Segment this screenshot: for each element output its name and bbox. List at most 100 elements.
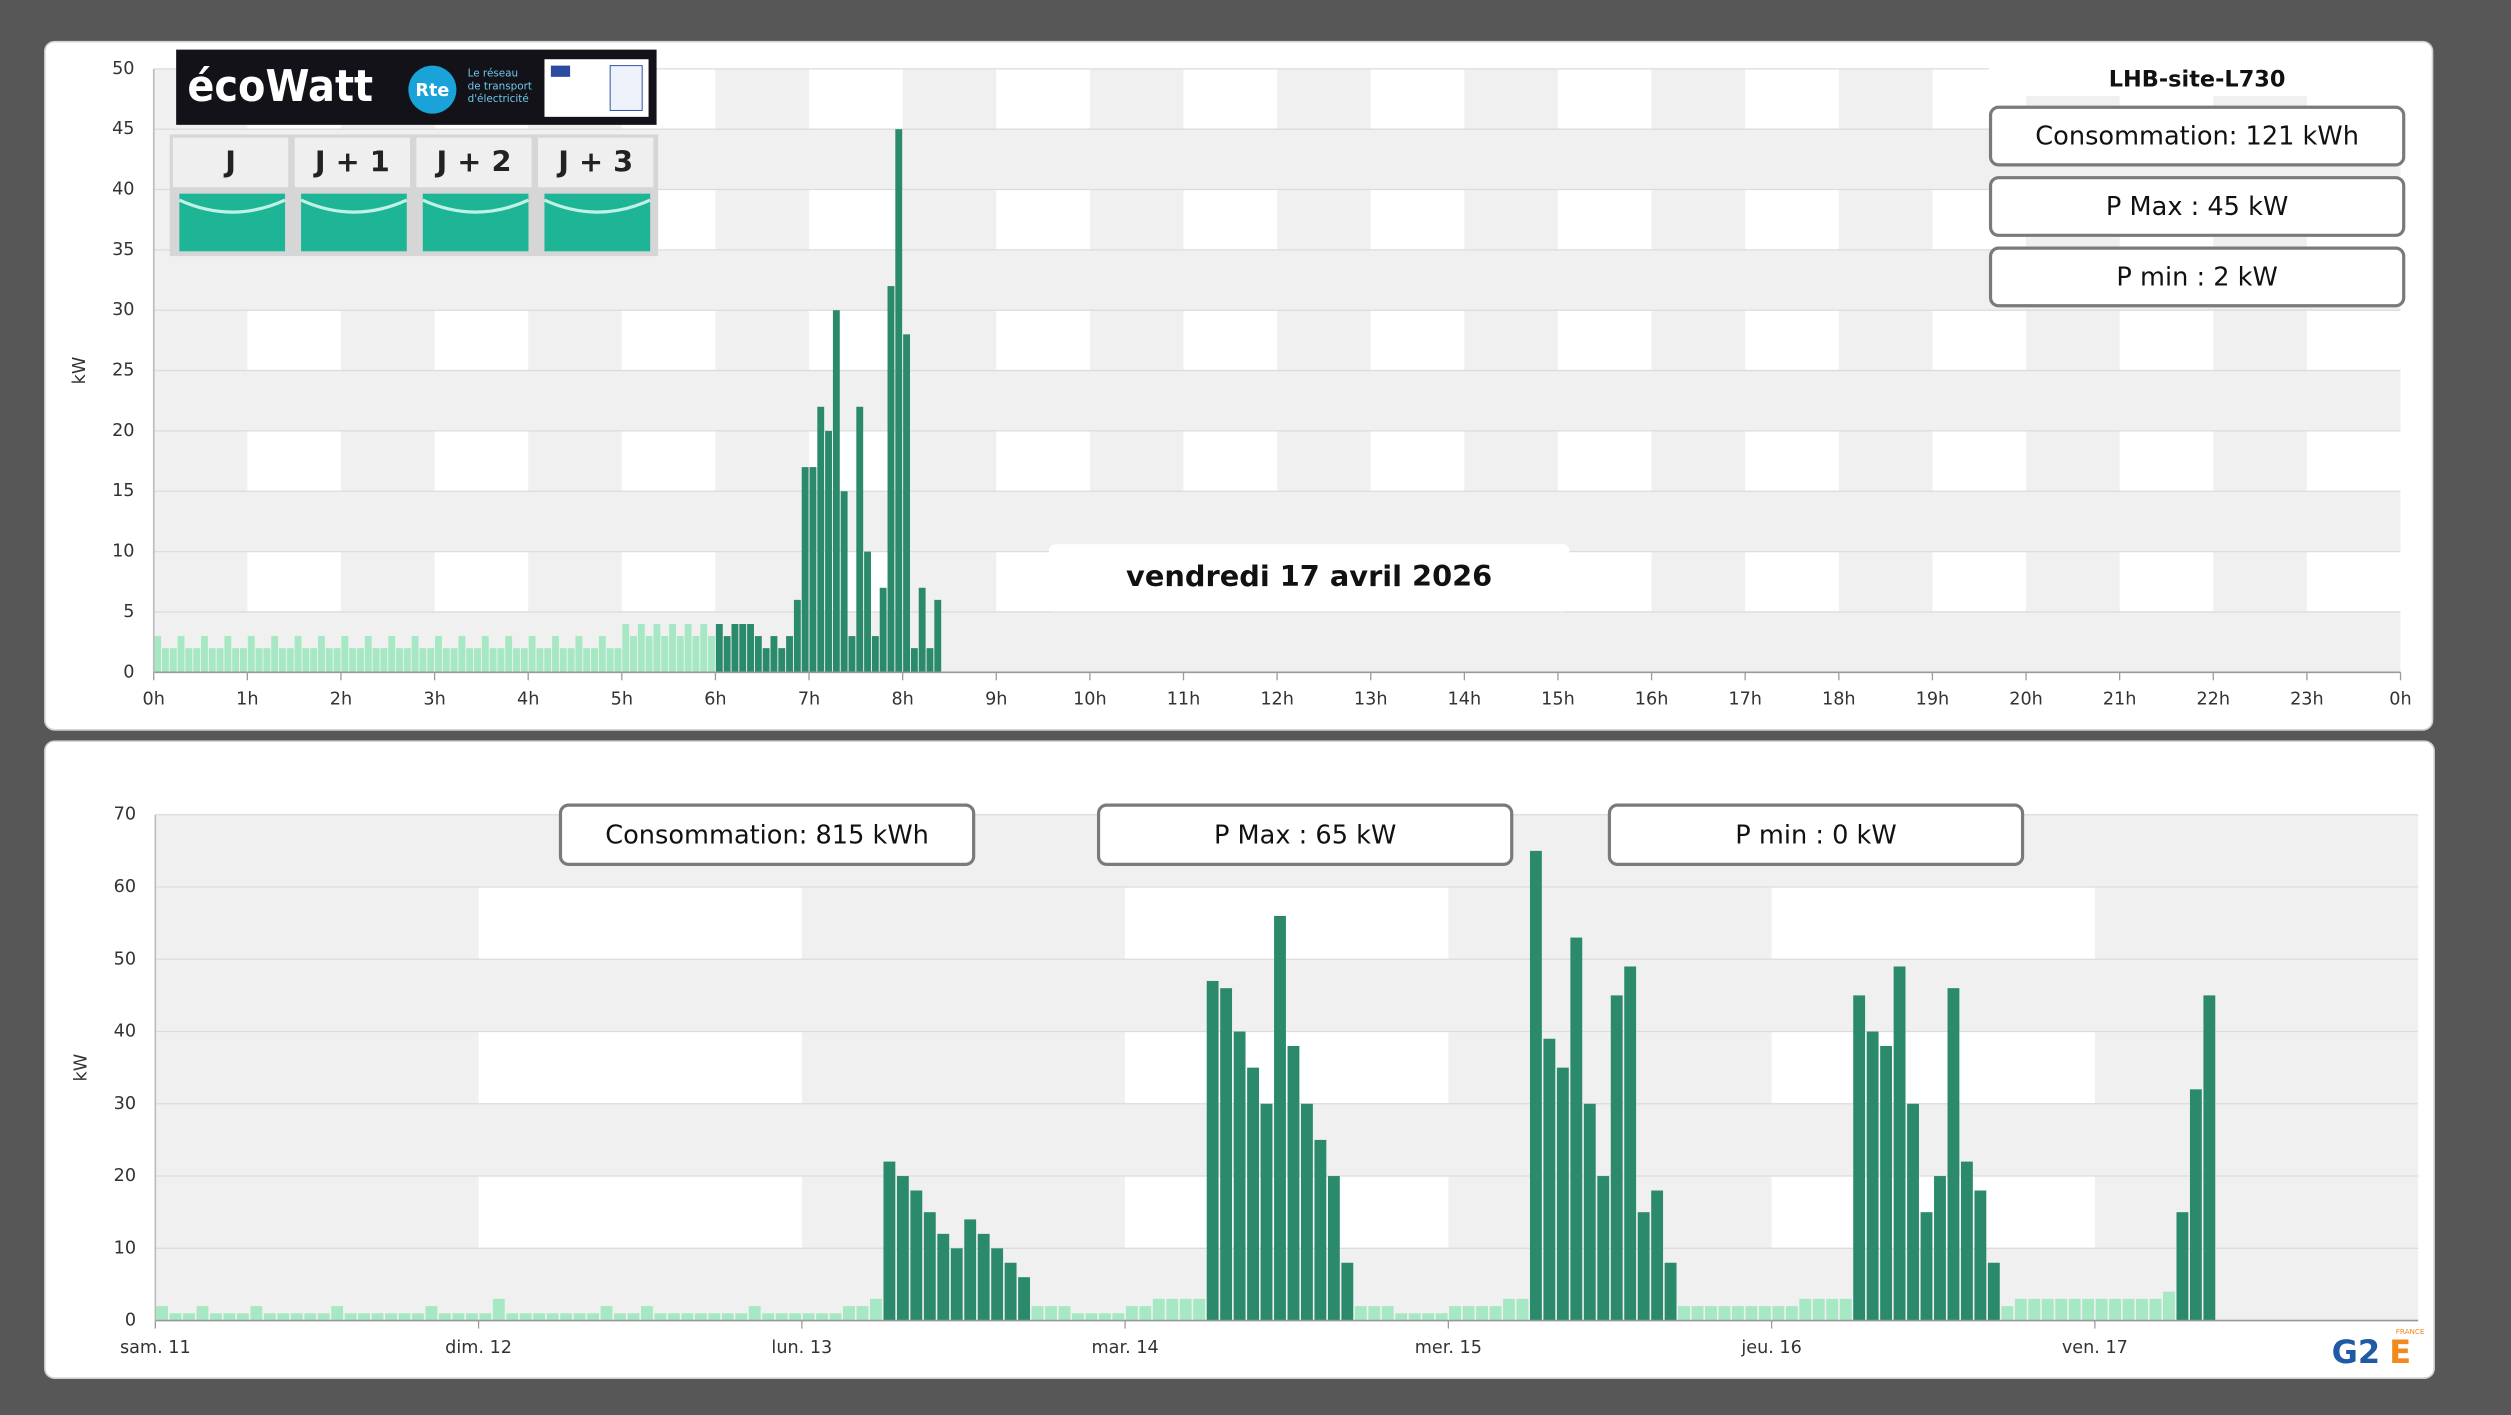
y-tick-label: 20 <box>114 1166 136 1186</box>
bar <box>700 624 708 673</box>
x-tick-label: 11h <box>1167 689 1201 709</box>
bar <box>310 648 318 673</box>
bar <box>1152 1298 1165 1321</box>
bar <box>1880 1045 1893 1321</box>
bar <box>895 129 903 673</box>
bar <box>223 1313 236 1321</box>
bar <box>676 636 684 673</box>
rte-logo: Rte <box>415 81 449 101</box>
day-wave <box>543 198 651 214</box>
day-label: J + 2 <box>435 144 512 178</box>
bar <box>1920 1212 1933 1321</box>
bar <box>333 648 341 673</box>
bar <box>513 648 520 673</box>
day-signal <box>422 193 529 252</box>
bar <box>910 648 918 673</box>
bar <box>489 648 497 673</box>
grid-cell <box>247 310 341 371</box>
x-tick-label: dim. 12 <box>445 1338 512 1358</box>
bar <box>1987 1262 2000 1321</box>
bar <box>1058 1306 1071 1321</box>
bar <box>277 1313 290 1321</box>
bar <box>519 1313 532 1321</box>
grid-cell <box>1125 1031 1449 1104</box>
bar <box>286 648 294 673</box>
rte-caption: d'électricité <box>468 93 529 105</box>
bar <box>1839 1298 1852 1321</box>
bar <box>263 1313 276 1321</box>
bar <box>560 1313 573 1321</box>
bar <box>559 648 567 673</box>
stat-box <box>1988 246 2406 308</box>
bar <box>883 1161 896 1321</box>
x-tick-label: sam. 11 <box>120 1338 191 1358</box>
bar <box>506 1313 519 1321</box>
y-tick-label: 25 <box>112 361 134 381</box>
ademe-logo <box>609 65 643 111</box>
bar <box>294 636 302 673</box>
bar <box>1125 1306 1138 1321</box>
grid-cell <box>1183 68 1278 130</box>
bar <box>778 648 786 673</box>
bar <box>371 1313 384 1321</box>
ecowatt-widget: écoWatt Rte Le réseau de transport d'éle… <box>169 49 659 257</box>
stat-box <box>1988 176 2406 237</box>
bar <box>1449 1306 1462 1321</box>
grid-cell <box>2306 551 2401 612</box>
bar <box>1085 1313 1098 1321</box>
grid-cell <box>1183 189 1278 250</box>
grid-cell <box>1932 430 2027 492</box>
bar <box>864 551 871 673</box>
grid-cell <box>1370 189 1465 250</box>
bar <box>1139 1306 1152 1321</box>
day-wave <box>422 198 530 214</box>
grid-cell <box>434 430 529 492</box>
x-tick-label: 12h <box>1260 689 1294 709</box>
bar <box>552 636 559 673</box>
bar <box>681 1313 694 1321</box>
bar <box>169 648 177 673</box>
bar <box>380 648 388 673</box>
bar <box>2041 1298 2054 1321</box>
bar <box>825 430 832 673</box>
grid-cell <box>1125 887 1449 960</box>
bar <box>786 636 793 673</box>
bar <box>419 648 427 673</box>
flag <box>550 65 571 77</box>
x-tick-label: 2h <box>330 689 352 709</box>
bar <box>829 1313 842 1321</box>
bar <box>964 1219 977 1321</box>
x-tick-label: 3h <box>423 689 445 709</box>
bar <box>789 1313 802 1321</box>
bar <box>991 1248 1004 1321</box>
grid-cell <box>247 551 341 612</box>
bar <box>840 491 848 673</box>
grid-cell <box>809 310 903 371</box>
logo-sub: FRANCE <box>2396 1327 2425 1336</box>
bar <box>183 1313 195 1321</box>
bar <box>2068 1298 2081 1321</box>
grid-cell <box>1557 68 1652 130</box>
bar <box>302 648 310 673</box>
company-logo: G2 E FRANCE <box>2325 1322 2428 1374</box>
grid-cell <box>809 430 903 492</box>
day-label: J <box>223 144 236 178</box>
bar <box>1395 1313 1408 1321</box>
bar <box>1610 995 1623 1321</box>
forecast-day: J <box>172 137 289 252</box>
stat-box <box>1988 105 2406 167</box>
bar <box>279 648 286 673</box>
bar <box>1018 1277 1031 1321</box>
bar <box>304 1313 317 1321</box>
grid-cell <box>1932 551 2027 612</box>
bar <box>1893 966 1906 1321</box>
y-tick-label: 40 <box>114 1022 136 1042</box>
bar <box>669 624 676 673</box>
grid-cell <box>1771 1031 2095 1104</box>
bar <box>832 310 840 673</box>
bar <box>591 648 598 673</box>
bar <box>263 648 271 673</box>
bar <box>910 1190 923 1321</box>
grid-cell <box>2306 310 2401 371</box>
